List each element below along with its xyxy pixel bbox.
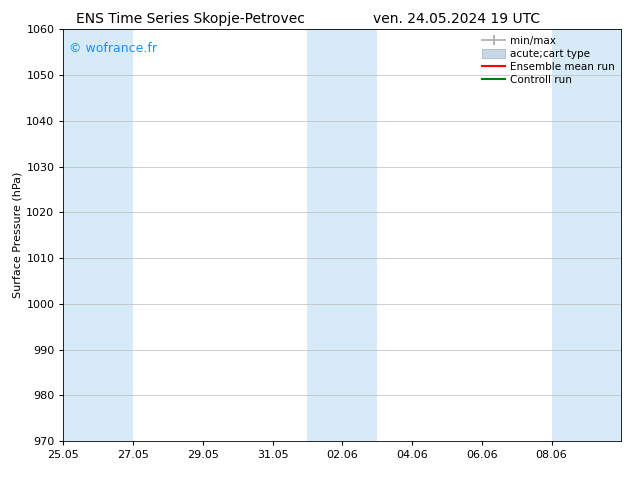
Bar	[307, 29, 342, 441]
Bar	[342, 29, 377, 441]
Text: ENS Time Series Skopje-Petrovec: ENS Time Series Skopje-Petrovec	[75, 12, 305, 26]
Bar	[552, 29, 586, 441]
Text: © wofrance.fr: © wofrance.fr	[69, 42, 157, 55]
Legend: min/max, acute;cart type, Ensemble mean run, Controll run: min/max, acute;cart type, Ensemble mean …	[478, 31, 619, 89]
Bar	[586, 29, 621, 441]
Bar	[63, 29, 98, 441]
Text: ven. 24.05.2024 19 UTC: ven. 24.05.2024 19 UTC	[373, 12, 540, 26]
Bar	[98, 29, 133, 441]
Y-axis label: Surface Pressure (hPa): Surface Pressure (hPa)	[12, 172, 22, 298]
